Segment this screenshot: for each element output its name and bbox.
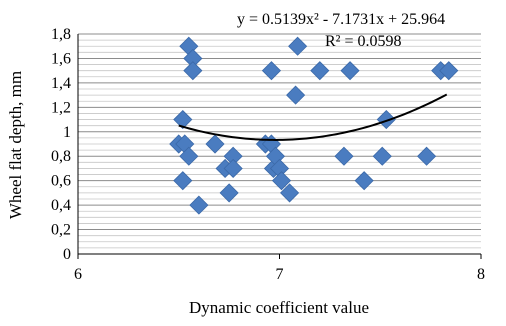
data-point xyxy=(280,183,300,203)
data-point xyxy=(376,109,396,130)
equation-annotation: y = 0.5139x² - 7.1731x + 25.964 xyxy=(237,11,445,28)
x-tick-label: 6 xyxy=(74,266,82,283)
data-point xyxy=(340,61,360,81)
y-tick-label: 1,4 xyxy=(51,75,71,92)
y-tick-label: 1,8 xyxy=(51,26,71,43)
y-tick-label: 1,2 xyxy=(51,99,71,116)
y-axis-label: Wheel flat depth, mm xyxy=(6,71,25,219)
data-point xyxy=(173,109,193,130)
data-point xyxy=(223,158,243,179)
data-point xyxy=(439,61,459,81)
data-point xyxy=(205,134,225,154)
y-tick-labels: 0 0,2 0,4 0,6 0,8 1 1,2 1,4 1,6 1,8 xyxy=(51,26,71,263)
y-tick-label: 0,2 xyxy=(51,222,71,239)
x-tick-label: 7 xyxy=(276,266,284,283)
data-point xyxy=(286,85,306,105)
y-tick-label: 0 xyxy=(63,246,71,263)
x-tick-labels: 6 7 8 xyxy=(74,266,485,283)
x-tick-label: 8 xyxy=(477,266,485,283)
y-tick-label: 0,4 xyxy=(51,197,71,214)
r-squared-annotation: R² = 0.0598 xyxy=(325,33,402,50)
x-axis-label: Dynamic coefficient value xyxy=(189,298,369,317)
data-point xyxy=(189,195,209,215)
data-points xyxy=(169,36,459,215)
data-point xyxy=(417,146,437,166)
data-point xyxy=(288,36,308,56)
data-point xyxy=(372,146,392,166)
data-point xyxy=(173,171,193,191)
axes xyxy=(77,34,482,259)
data-point xyxy=(310,61,330,81)
trendline xyxy=(178,93,448,141)
data-point xyxy=(354,171,374,191)
data-point xyxy=(179,146,199,166)
data-point xyxy=(261,61,282,81)
y-tick-label: 1 xyxy=(63,124,71,141)
y-tick-label: 0,6 xyxy=(51,173,71,190)
data-point xyxy=(271,171,292,191)
y-tick-label: 0,8 xyxy=(51,148,71,165)
y-tick-label: 1,6 xyxy=(51,50,71,67)
data-point xyxy=(183,61,203,81)
data-point xyxy=(334,146,354,166)
data-point xyxy=(219,183,239,203)
